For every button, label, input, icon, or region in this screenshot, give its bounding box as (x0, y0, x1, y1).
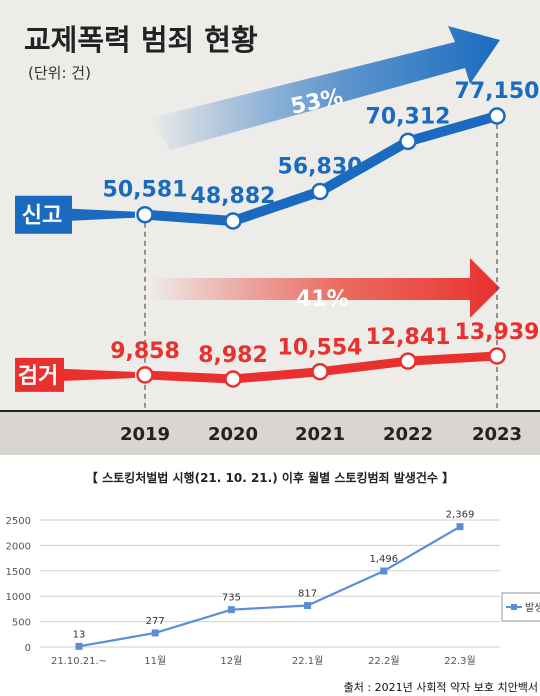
x-tick-5: 22.3월 (444, 655, 475, 667)
report-value-2023: 77,150 (455, 79, 540, 104)
arrest-series-name: 검거 (18, 364, 58, 389)
occurrence-value-2: 735 (222, 593, 241, 604)
top-infographic: 교제폭력 범죄 현황 (단위: 건) 53% 41% 2019 2020 2021 2… (0, 0, 540, 455)
year-label-2022: 2022 (383, 424, 433, 445)
arrest-growth-label: 41% (296, 287, 349, 312)
arrest-point-2023 (488, 347, 506, 365)
arrest-value-2022: 12,841 (366, 325, 451, 350)
arrest-series-tag (15, 357, 135, 392)
x-tick-1: 11월 (144, 655, 166, 667)
report-point-2019 (136, 205, 154, 224)
bottom-chart: 【 스토킹처벌법 시행(21. 10. 21.) 이후 월별 스토킹범죄 발생건… (0, 455, 540, 696)
report-point-2020 (224, 212, 242, 230)
x-tick-3: 22.1월 (292, 655, 323, 667)
arrest-value-2023: 13,939 (455, 320, 540, 345)
report-arrest-chart: 교제폭력 범죄 현황 (단위: 건) 53% 41% 2019 2020 2021 2… (0, 23, 540, 455)
year-label-2023: 2023 (472, 424, 522, 445)
arrest-value-2021: 10,554 (278, 336, 363, 361)
occurrence-point-2 (227, 606, 235, 614)
report-value-2019: 50,581 (103, 178, 188, 203)
arrest-point-2021 (311, 362, 329, 381)
report-series-name: 신고 (22, 204, 62, 229)
year-label-2021: 2021 (295, 424, 345, 445)
occurrence-value-3: 817 (298, 588, 317, 599)
bottom-chart-title: 【 스토킹처벌법 시행(21. 10. 21.) 이후 월별 스토킹범죄 발생건… (86, 470, 454, 485)
occurrence-point-3 (304, 601, 312, 609)
x-tick-2: 12월 (220, 655, 242, 667)
report-value-2022: 70,312 (366, 104, 451, 129)
year-axis-band (0, 411, 540, 455)
report-point-2023 (488, 107, 506, 125)
occurrence-value-0: 13 (73, 629, 86, 640)
chart-title: 교제폭력 범죄 현황 (24, 23, 258, 57)
source-note: 출처 : 2021년 사회적 약자 보호 치안백서 (344, 680, 538, 694)
occurrence-value-1: 277 (146, 616, 165, 627)
occurrence-point-1 (151, 629, 159, 637)
y-tick-1500: 1500 (6, 567, 31, 578)
y-tick-1000: 1000 (6, 592, 31, 603)
report-point-2021 (311, 182, 329, 201)
arrest-growth-arrow (150, 258, 500, 318)
y-tick-0: 0 (25, 643, 31, 654)
occurrence-point-4 (380, 567, 388, 575)
year-label-2019: 2019 (120, 424, 170, 445)
year-label-2020: 2020 (208, 424, 258, 445)
x-tick-0: 21.10.21.~ (51, 656, 107, 667)
arrest-value-2019: 9,858 (110, 339, 180, 364)
legend-label: 발생 (525, 602, 540, 614)
chart-unit: (단위: 건) (28, 64, 91, 82)
arrest-point-2019 (136, 366, 154, 384)
y-tick-500: 500 (12, 618, 31, 629)
arrest-point-2022 (399, 352, 417, 370)
occurrence-value-5: 2,369 (446, 510, 475, 521)
report-series-tag (15, 195, 135, 234)
report-point-2022 (399, 132, 417, 151)
arrest-point-2020 (224, 370, 242, 388)
legend-marker (511, 604, 517, 610)
occurrence-value-4: 1,496 (369, 554, 398, 565)
report-value-2021: 56,830 (278, 154, 363, 179)
occurrence-line (78, 525, 461, 648)
report-growth-arrow (150, 26, 500, 150)
y-tick-2500: 2500 (6, 516, 31, 527)
occurrence-point-5 (456, 523, 464, 531)
stalking-monthly-chart: 【 스토킹처벌법 시행(21. 10. 21.) 이후 월별 스토킹범죄 발생건… (6, 470, 540, 694)
occurrence-point-0 (75, 642, 83, 650)
arrest-value-2020: 8,982 (198, 343, 268, 368)
y-tick-2000: 2000 (6, 541, 31, 552)
x-tick-4: 22.2월 (368, 655, 399, 667)
report-value-2020: 48,882 (191, 184, 276, 209)
